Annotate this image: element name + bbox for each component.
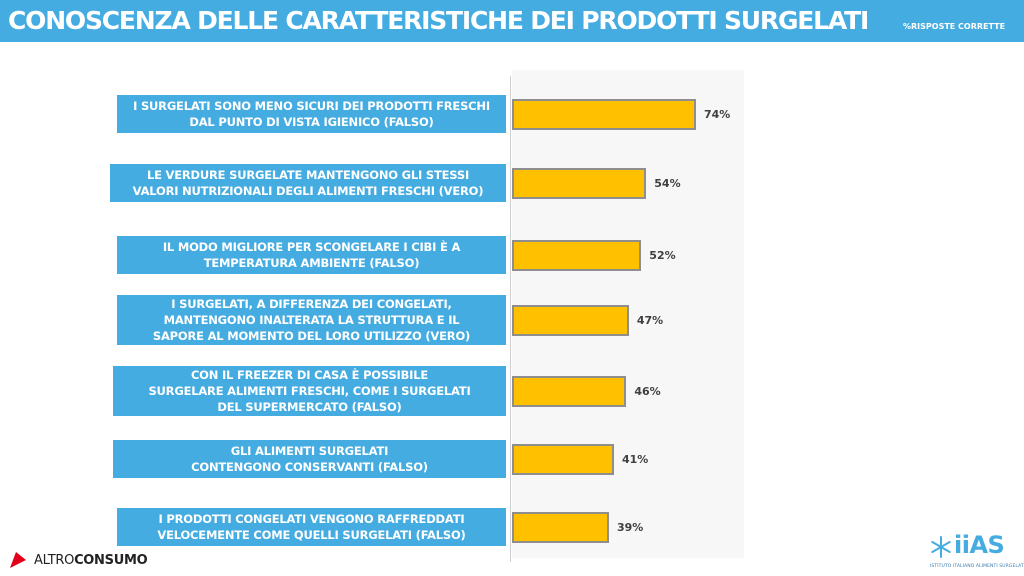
page-subtitle: %RISPOSTE CORRETTE [903, 22, 1006, 31]
value-label: 54% [654, 176, 681, 190]
bar [512, 375, 627, 407]
category-label: GLI ALIMENTI SURGELATI CONTENGONO CONSER… [113, 440, 506, 478]
value-label: 39% [616, 520, 644, 534]
iias-logo: iiAS ISTITUTO ITALIANO ALIMENTI SURGELAT… [930, 530, 1024, 574]
altroconsumo-logo: ALTROCONSUMO [8, 550, 148, 570]
altroconsumo-icon [10, 552, 26, 568]
snowflake-icon [931, 536, 951, 558]
category-axis-line [510, 76, 511, 562]
bar [512, 304, 629, 336]
altroconsumo-wordmark: ALTROCONSUMO [34, 552, 148, 568]
bar [512, 239, 642, 271]
header-banner: CONOSCENZA DELLE CARATTERISTICHE DEI PRO… [0, 0, 1024, 42]
value-label: 46% [634, 384, 661, 398]
bar [512, 511, 609, 543]
category-label: I PRODOTTI CONGELATI VENGONO RAFFREDDATI… [117, 508, 506, 546]
page-title: CONOSCENZA DELLE CARATTERISTICHE DEI PRO… [8, 6, 869, 35]
category-label: LE VERDURE SURGELATE MANTENGONO GLI STES… [110, 164, 506, 202]
iias-caption: ISTITUTO ITALIANO ALIMENTI SURGELATI [930, 564, 1024, 569]
category-label: I SURGELATI SONO MENO SICURI DEI PRODOTT… [117, 95, 506, 133]
value-label: 41% [621, 452, 649, 466]
category-label: CON IL FREEZER DI CASA È POSSIBILE SURGE… [113, 366, 506, 416]
bar [512, 98, 696, 130]
value-label: 47% [636, 313, 664, 327]
value-label: 52% [649, 248, 676, 262]
iias-wordmark: iiAS [954, 531, 1005, 559]
category-label: IL MODO MIGLIORE PER SCONGELARE I CIBI È… [117, 236, 506, 274]
bar [512, 443, 614, 475]
bar [512, 167, 647, 199]
value-label: 74% [704, 107, 731, 121]
category-label: I SURGELATI, A DIFFERENZA DEI CONGELATI,… [117, 295, 506, 345]
